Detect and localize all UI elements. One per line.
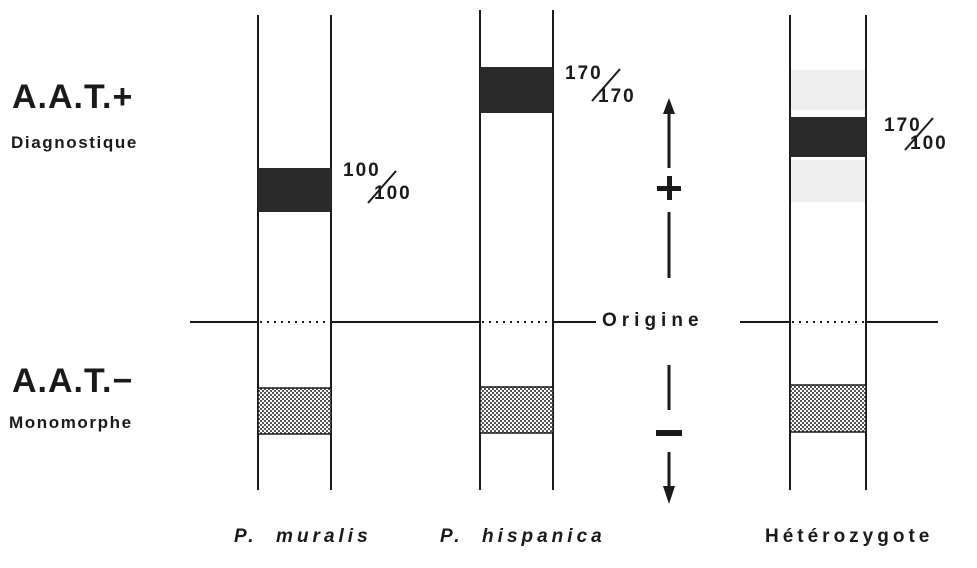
genotype-heterozygote-bottom: 100 (910, 133, 948, 154)
genotype-muralis-top: 100 (343, 160, 381, 181)
lane-label-hispanica: P. hispanica (440, 526, 606, 547)
lane-label-muralis: P. muralis (234, 526, 372, 547)
genotype-hispanica-bottom: 170 (598, 86, 636, 107)
band-hispanica-aat-plus (480, 67, 553, 113)
lane-hispanica (479, 10, 554, 490)
band-heterozygote-aat-minus (789, 384, 867, 433)
band-muralis-aat-minus (257, 387, 332, 435)
origin-label: Origine (600, 310, 706, 332)
migration-arrow (663, 98, 675, 504)
plus-sign-icon (657, 176, 681, 200)
aat-plus-subtitle: Diagnostique (11, 133, 138, 152)
genotype-hispanica-top: 170 (565, 63, 603, 84)
band-muralis-aat-plus (258, 168, 331, 212)
fraction-slash-muralis (367, 170, 397, 204)
aat-minus-heading: A.A.T.− (12, 362, 134, 400)
aat-plus-heading: A.A.T.+ (12, 78, 134, 116)
aat-minus-subtitle: Monomorphe (9, 413, 133, 432)
genotype-muralis-bottom: 100 (374, 183, 412, 204)
fraction-slash-hispanica (591, 68, 621, 102)
lane-heterozygote (789, 15, 867, 490)
band-hispanica-aat-minus (479, 386, 554, 434)
band-heterozygote-faint-upper (791, 70, 865, 110)
lane-label-heterozygote: Hétérozygote (765, 526, 934, 547)
genotype-heterozygote-top: 170 (884, 115, 922, 136)
lane-muralis (257, 15, 332, 490)
band-heterozygote-aat-plus (790, 117, 866, 157)
band-heterozygote-faint-lower (791, 160, 865, 202)
minus-sign-icon (656, 430, 682, 436)
fraction-slash-heterozygote (904, 117, 934, 151)
